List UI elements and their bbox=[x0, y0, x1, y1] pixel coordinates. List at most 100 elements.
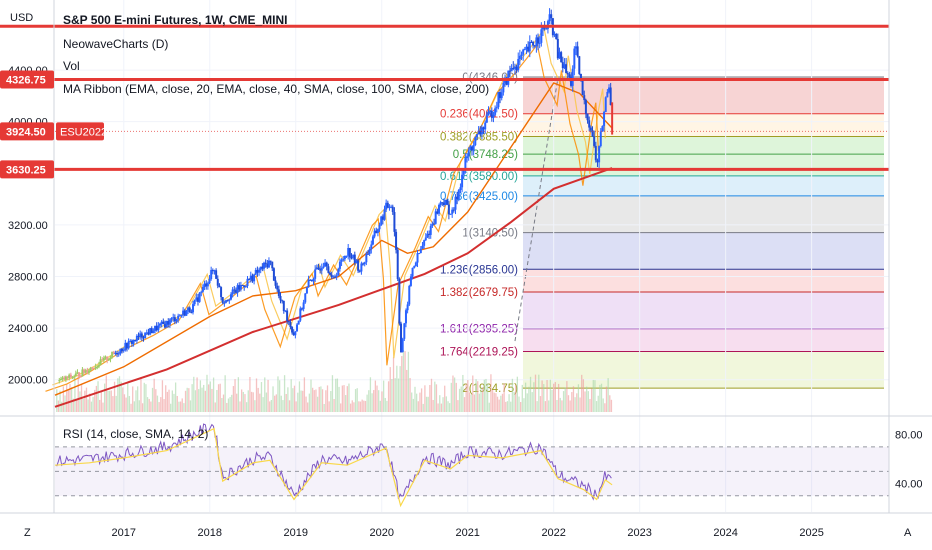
price-candle bbox=[302, 302, 305, 309]
volume-bar bbox=[224, 375, 226, 412]
indicator-volume[interactable]: Vol bbox=[63, 59, 80, 73]
volume-bar bbox=[483, 379, 485, 412]
time-axis[interactable]: 2017 2018 2019 2020 2021 2022 2023 2024 2025 bbox=[112, 527, 824, 539]
volume-bar bbox=[407, 351, 410, 412]
volume-bar bbox=[521, 384, 523, 412]
price-candle bbox=[604, 97, 607, 112]
indicator-neowave[interactable]: NeowaveCharts (D) bbox=[63, 37, 168, 51]
price-candle bbox=[277, 289, 280, 297]
volume-bar bbox=[440, 403, 443, 412]
price-candle bbox=[457, 190, 460, 200]
price-candle bbox=[416, 253, 419, 263]
volume-bar bbox=[414, 386, 416, 412]
volume-bar bbox=[358, 401, 360, 412]
price-candle bbox=[395, 231, 398, 250]
price-candle bbox=[137, 335, 140, 337]
volume-bar bbox=[155, 389, 157, 412]
volume-bar bbox=[349, 403, 352, 412]
auto-scale-button[interactable]: A bbox=[904, 527, 912, 539]
fib-level-label: 2(1934.75) bbox=[462, 383, 518, 395]
price-candle bbox=[119, 348, 122, 354]
volume-bar bbox=[419, 392, 421, 412]
time-axis-label: 2023 bbox=[627, 527, 651, 539]
volume-bar bbox=[146, 397, 149, 412]
volume-bar bbox=[135, 390, 137, 412]
price-candle bbox=[475, 134, 478, 138]
rsi-series bbox=[54, 423, 889, 508]
volume-bar bbox=[553, 383, 555, 412]
price-candle bbox=[515, 66, 518, 71]
price-candle bbox=[345, 255, 348, 257]
indicator-ma-ribbon[interactable]: MA Ribbon (EMA, close, 20, EMA, close, 4… bbox=[63, 82, 489, 96]
rsi-title[interactable]: RSI (14, close, SMA, 14, 2) bbox=[63, 427, 208, 441]
price-tick-label: 2800.00 bbox=[8, 272, 48, 284]
price-candle bbox=[327, 266, 330, 273]
volume-bar bbox=[170, 403, 172, 412]
fib-zone-4 bbox=[523, 175, 884, 196]
volume-bar bbox=[325, 390, 327, 412]
price-candle bbox=[291, 327, 294, 333]
chart-title: S&P 500 E-mini Futures, 1W, CME_MINI bbox=[63, 13, 288, 27]
volume-bar bbox=[282, 400, 284, 412]
volume-bar bbox=[165, 385, 167, 412]
volume-bar bbox=[249, 376, 251, 412]
price-candle bbox=[452, 209, 455, 211]
volume-bar bbox=[288, 400, 291, 412]
volume-bar bbox=[239, 401, 241, 412]
price-candle bbox=[305, 287, 308, 294]
horizontal-levels[interactable] bbox=[0, 24, 889, 171]
price-candle bbox=[272, 268, 275, 281]
volume-bar bbox=[374, 380, 377, 412]
volume-bar bbox=[543, 384, 545, 412]
volume-bar bbox=[478, 393, 481, 412]
price-candle bbox=[287, 320, 290, 323]
volume-bar bbox=[501, 393, 504, 412]
zoom-button[interactable]: Z bbox=[24, 527, 31, 539]
volume-bar bbox=[125, 397, 127, 412]
volume-bar bbox=[280, 395, 282, 412]
volume-bar bbox=[515, 385, 517, 412]
price-candle bbox=[512, 67, 515, 69]
volume-bar bbox=[260, 382, 263, 412]
volume-bar bbox=[226, 402, 228, 412]
price-candle bbox=[296, 324, 299, 332]
price-candle bbox=[300, 308, 303, 310]
volume-bar bbox=[579, 397, 581, 412]
price-candle bbox=[464, 158, 467, 171]
fibonacci-extension[interactable]: 0(4346.00)0.236(4061.50)0.382(3885.50)0.… bbox=[440, 72, 884, 395]
price-candle bbox=[155, 325, 158, 331]
volume-bar bbox=[168, 389, 170, 412]
volume-bar bbox=[227, 398, 230, 412]
volume-bar bbox=[141, 403, 144, 412]
volume-bar bbox=[412, 398, 414, 412]
price-tick-label: 2400.00 bbox=[8, 323, 48, 335]
price-candle bbox=[129, 340, 132, 342]
volume-bar bbox=[607, 378, 609, 412]
volume-bar bbox=[173, 393, 175, 412]
price-candle bbox=[173, 317, 176, 322]
volume-bars bbox=[56, 350, 613, 412]
volume-bar bbox=[321, 389, 324, 412]
chart-legend[interactable]: S&P 500 E-mini Futures, 1W, CME_MINI Neo… bbox=[63, 13, 489, 96]
volume-bar bbox=[67, 389, 69, 412]
price-candle bbox=[292, 332, 295, 336]
left-price-axis[interactable]: USD 4400.004000.003200.002800.002400.002… bbox=[8, 12, 48, 387]
price-candle bbox=[203, 283, 206, 287]
volume-bar bbox=[333, 398, 335, 412]
volume-bar bbox=[313, 390, 315, 412]
volume-bar bbox=[328, 401, 330, 412]
price-candle bbox=[163, 324, 166, 328]
volume-bar bbox=[267, 379, 269, 412]
volume-bar bbox=[523, 398, 525, 412]
price-candle bbox=[201, 286, 204, 292]
volume-bar bbox=[559, 397, 561, 412]
price-candle bbox=[548, 14, 551, 22]
volume-bar bbox=[255, 378, 258, 412]
rsi-axis[interactable]: 80.00 40.00 bbox=[895, 430, 923, 491]
price-candle bbox=[249, 275, 252, 280]
volume-bar bbox=[61, 401, 63, 412]
volume-bar bbox=[424, 385, 426, 412]
price-candle bbox=[78, 372, 81, 377]
price-candle bbox=[558, 52, 561, 59]
